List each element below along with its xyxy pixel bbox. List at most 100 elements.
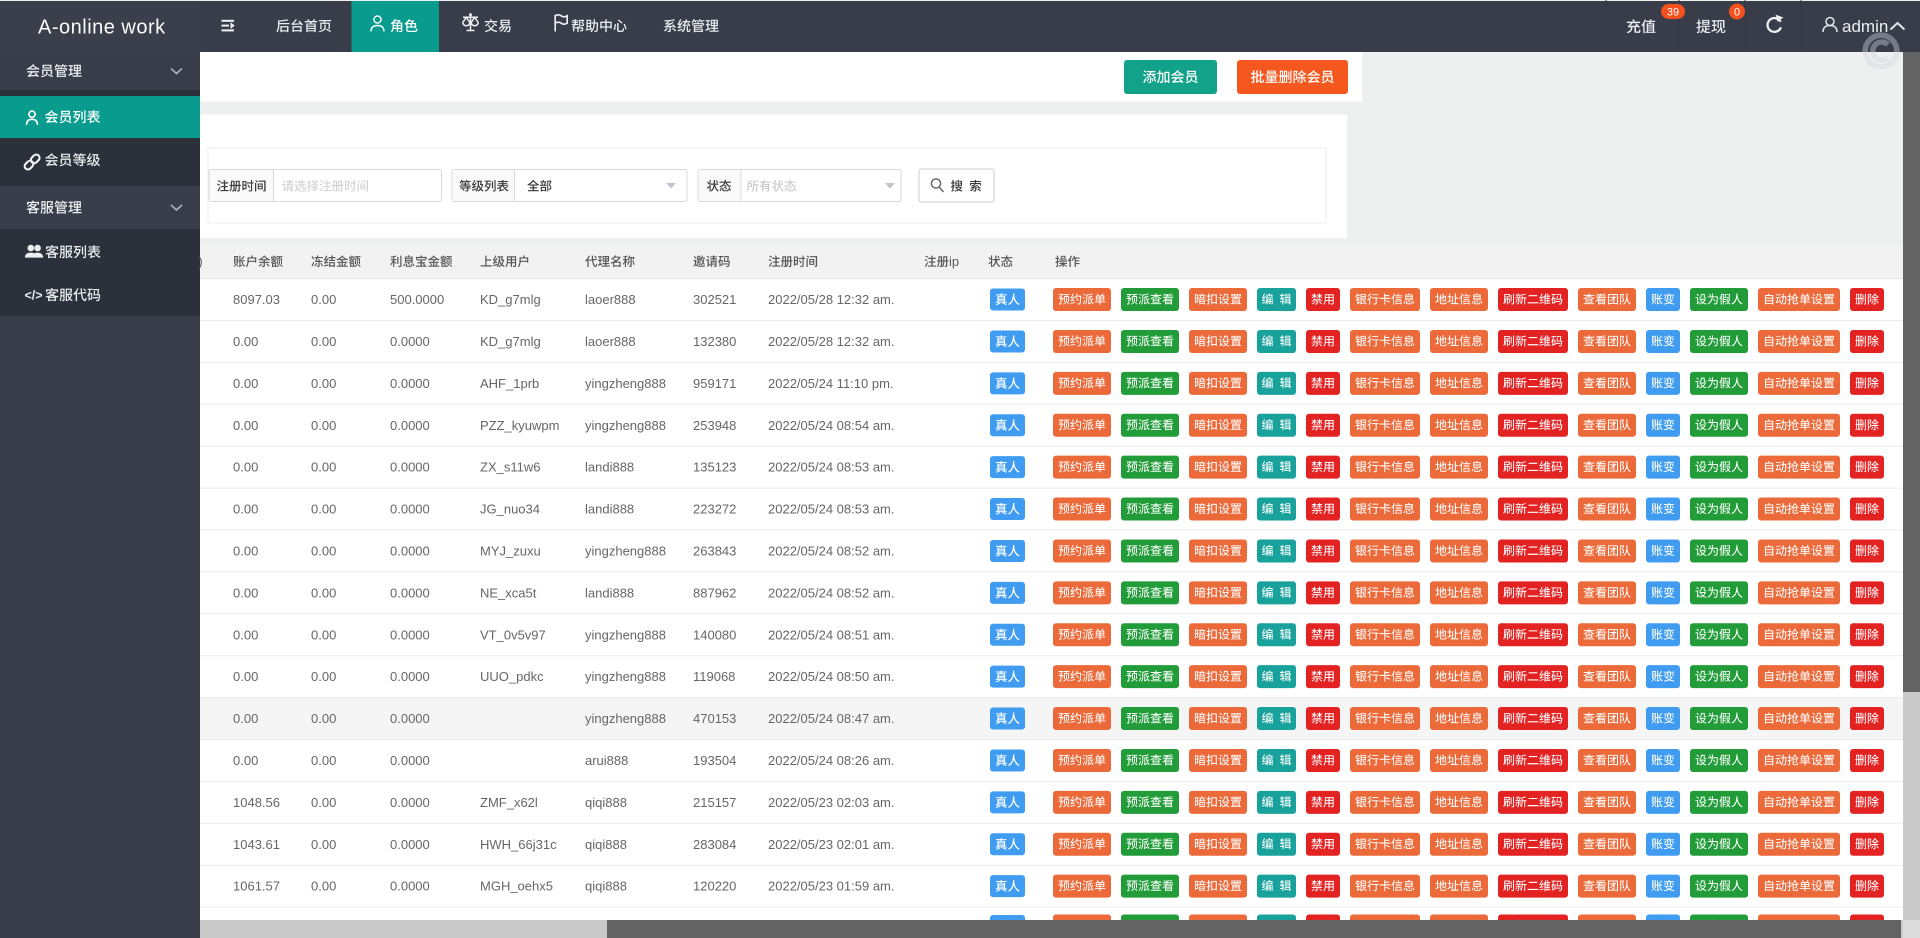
svg-text:laoer888: laoer888 (585, 334, 636, 349)
svg-text:yingzheng888: yingzheng888 (585, 376, 666, 391)
svg-text:0: 0 (1734, 7, 1740, 19)
svg-text:UUO_pdkc: UUO_pdkc (480, 669, 544, 684)
svg-text:887962: 887962 (693, 585, 736, 600)
svg-text:NE_xca5t: NE_xca5t (480, 585, 537, 600)
svg-text:qiqi888: qiqi888 (585, 795, 627, 810)
svg-text:2022/05/24 11:10 pm.: 2022/05/24 11:10 pm. (768, 376, 894, 391)
svg-text:193504: 193504 (693, 753, 736, 768)
svg-text:0.00: 0.00 (233, 585, 258, 600)
svg-text:0.0000: 0.0000 (390, 879, 430, 894)
svg-text:2022/05/24 08:47 am.: 2022/05/24 08:47 am. (768, 711, 895, 726)
svg-text:0.0000: 0.0000 (390, 585, 430, 600)
svg-text:0.00: 0.00 (311, 753, 336, 768)
svg-text:0.0000: 0.0000 (390, 460, 430, 475)
svg-text:2022/05/23 01:59 am.: 2022/05/23 01:59 am. (768, 879, 895, 894)
svg-text:ZX_s11w6: ZX_s11w6 (480, 460, 540, 475)
svg-text:283084: 283084 (693, 837, 736, 852)
svg-text:120220: 120220 (693, 879, 736, 894)
svg-text:215157: 215157 (693, 795, 736, 810)
svg-text:2022/05/23 02:03 am.: 2022/05/23 02:03 am. (768, 795, 895, 810)
svg-text:2022/05/24 08:52 am.: 2022/05/24 08:52 am. (768, 585, 895, 600)
svg-text:</>: </> (25, 289, 43, 303)
svg-text:0.00: 0.00 (233, 418, 258, 433)
svg-text:1061.57: 1061.57 (233, 879, 280, 894)
svg-text:MGH_oehx5: MGH_oehx5 (480, 879, 553, 894)
svg-text:2022/05/24 08:51 am.: 2022/05/24 08:51 am. (768, 627, 895, 642)
svg-text:yingzheng888: yingzheng888 (585, 711, 666, 726)
svg-text:0.0000: 0.0000 (390, 334, 430, 349)
svg-text:yingzheng888: yingzheng888 (585, 669, 666, 684)
svg-text:PZZ_kyuwpm: PZZ_kyuwpm (480, 418, 559, 433)
svg-text:yingzheng888: yingzheng888 (585, 543, 666, 558)
svg-text:yingzheng888: yingzheng888 (585, 418, 666, 433)
svg-text:KD_g7mlg: KD_g7mlg (480, 334, 541, 349)
svg-text:253948: 253948 (693, 418, 736, 433)
svg-text:1043.61: 1043.61 (233, 837, 280, 852)
svg-text:39: 39 (1667, 7, 1679, 19)
svg-text:0.00: 0.00 (233, 711, 258, 726)
svg-text:0.00: 0.00 (233, 543, 258, 558)
svg-text:0.0000: 0.0000 (390, 669, 430, 684)
svg-text:0.00: 0.00 (311, 334, 336, 349)
svg-text:KD_g7mlg: KD_g7mlg (480, 292, 541, 307)
svg-text:0.00: 0.00 (311, 460, 336, 475)
svg-text:132380: 132380 (693, 334, 736, 349)
svg-text:0.00: 0.00 (233, 627, 258, 642)
svg-text:0.0000: 0.0000 (390, 795, 430, 810)
svg-text:2022/05/28 12:32 am.: 2022/05/28 12:32 am. (768, 292, 895, 307)
svg-text:0.0000: 0.0000 (390, 376, 430, 391)
svg-text:2022/05/24 08:52 am.: 2022/05/24 08:52 am. (768, 543, 895, 558)
svg-text:0.00: 0.00 (311, 418, 336, 433)
svg-text:0.00: 0.00 (311, 669, 336, 684)
svg-text:0.00: 0.00 (311, 543, 336, 558)
svg-text:0.0000: 0.0000 (390, 837, 430, 852)
svg-text:1048.56: 1048.56 (233, 795, 280, 810)
svg-text:0.00: 0.00 (233, 669, 258, 684)
svg-text:HWH_66j31c: HWH_66j31c (480, 837, 557, 852)
svg-text:0.00: 0.00 (311, 711, 336, 726)
svg-text:landi888: landi888 (585, 502, 634, 517)
svg-text:0.0000: 0.0000 (390, 418, 430, 433)
svg-text:0.00: 0.00 (233, 460, 258, 475)
svg-text:laoer888: laoer888 (585, 292, 636, 307)
svg-text:): ) (199, 255, 203, 269)
svg-text:ZMF_x62l: ZMF_x62l (480, 795, 538, 810)
svg-text:yingzheng888: yingzheng888 (585, 627, 666, 642)
svg-text:302521: 302521 (693, 292, 736, 307)
svg-text:0.0000: 0.0000 (390, 543, 430, 558)
svg-text:140080: 140080 (693, 627, 736, 642)
svg-text:ip: ip (949, 254, 959, 269)
svg-text:0.00: 0.00 (311, 376, 336, 391)
svg-text:0.00: 0.00 (233, 753, 258, 768)
svg-text:0.00: 0.00 (311, 837, 336, 852)
svg-text:MYJ_zuxu: MYJ_zuxu (480, 543, 541, 558)
svg-text:470153: 470153 (693, 711, 736, 726)
svg-text:landi888: landi888 (585, 460, 634, 475)
svg-text:0.00: 0.00 (311, 879, 336, 894)
svg-text:0.0000: 0.0000 (390, 627, 430, 642)
svg-text:qiqi888: qiqi888 (585, 879, 627, 894)
svg-text:2022/05/28 12:32 am.: 2022/05/28 12:32 am. (768, 334, 895, 349)
svg-text:0.00: 0.00 (233, 376, 258, 391)
svg-text:2022/05/24 08:50 am.: 2022/05/24 08:50 am. (768, 669, 895, 684)
svg-text:2022/05/24 08:26 am.: 2022/05/24 08:26 am. (768, 753, 895, 768)
svg-text:2022/05/23 02:01 am.: 2022/05/23 02:01 am. (768, 837, 895, 852)
svg-text:263843: 263843 (693, 543, 736, 558)
svg-text:959171: 959171 (693, 376, 736, 391)
svg-text:2022/05/24 08:53 am.: 2022/05/24 08:53 am. (768, 460, 895, 475)
svg-text:JG_nuo34: JG_nuo34 (480, 502, 540, 517)
svg-text:500.0000: 500.0000 (390, 292, 444, 307)
svg-text:admin: admin (1842, 17, 1888, 36)
svg-text:2022/05/24 08:53 am.: 2022/05/24 08:53 am. (768, 502, 895, 517)
svg-text:A-online work: A-online work (38, 17, 166, 39)
svg-text:223272: 223272 (693, 502, 736, 517)
svg-text:0.0000: 0.0000 (390, 753, 430, 768)
svg-text:8097.03: 8097.03 (233, 292, 280, 307)
svg-text:landi888: landi888 (585, 585, 634, 600)
svg-text:0.00: 0.00 (311, 292, 336, 307)
svg-text:arui888: arui888 (585, 753, 628, 768)
svg-text:AHF_1prb: AHF_1prb (480, 376, 539, 391)
svg-text:119068: 119068 (693, 669, 735, 684)
svg-text:0.00: 0.00 (311, 795, 336, 810)
svg-text:0.00: 0.00 (311, 502, 336, 517)
